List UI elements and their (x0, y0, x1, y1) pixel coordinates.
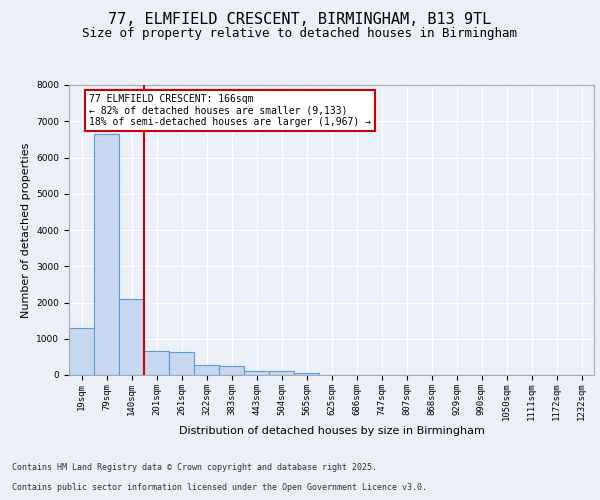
X-axis label: Distribution of detached houses by size in Birmingham: Distribution of detached houses by size … (179, 426, 484, 436)
Bar (119, 299, 144, 375)
Bar (169, 352, 194, 375)
Bar (194, 365, 219, 375)
Bar (244, 370, 269, 375)
Text: Contains public sector information licensed under the Open Government Licence v3: Contains public sector information licen… (12, 484, 427, 492)
Text: Size of property relative to detached houses in Birmingham: Size of property relative to detached ho… (83, 28, 517, 40)
Bar (294, 373, 319, 375)
Text: 77 ELMFIELD CRESCENT: 166sqm
← 82% of detached houses are smaller (9,133)
18% of: 77 ELMFIELD CRESCENT: 166sqm ← 82% of de… (89, 94, 371, 128)
Bar (94, 134, 119, 375)
Bar (269, 372, 294, 375)
Text: Contains HM Land Registry data © Crown copyright and database right 2025.: Contains HM Land Registry data © Crown c… (12, 464, 377, 472)
Bar (144, 352, 169, 375)
Bar (69, 328, 94, 375)
Text: 77, ELMFIELD CRESCENT, BIRMINGHAM, B13 9TL: 77, ELMFIELD CRESCENT, BIRMINGHAM, B13 9… (109, 12, 491, 28)
Bar (219, 366, 244, 375)
Y-axis label: Number of detached properties: Number of detached properties (21, 142, 31, 318)
